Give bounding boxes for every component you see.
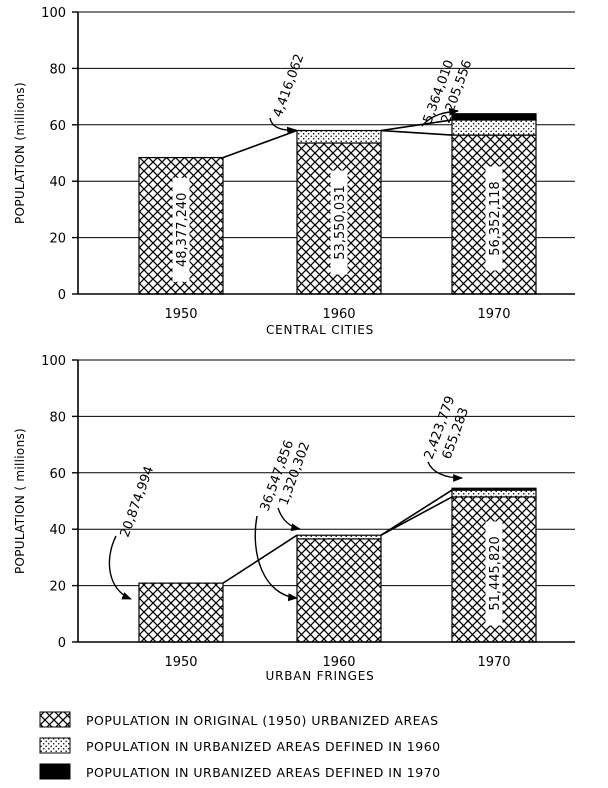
y-ticks: 0 20 40 60 80 100 (41, 6, 78, 303)
y-tick-label: 100 (41, 6, 66, 21)
y-tick-label: 80 (49, 410, 66, 425)
trend-line-total (380, 489, 453, 536)
bar-segment-original (138, 582, 224, 643)
x-tick-label: 1960 (322, 655, 355, 670)
bar-segment-1960-defined (296, 534, 382, 540)
y-tick-label: 0 (58, 288, 66, 303)
annotation-1960-added: 4,416,062 (271, 52, 308, 119)
annotation-arrow (277, 507, 301, 532)
bar-segment-1960-defined (451, 119, 537, 136)
x-tick-label: 1960 (322, 307, 355, 322)
x-tick-label: 1950 (164, 655, 197, 670)
trend-lines (222, 489, 453, 584)
x-ticks: 1950 1960 1970 (164, 307, 510, 322)
bar-label-backing (330, 170, 348, 275)
bar-value-labels: 48,377,240 53,550,031 56,352,118 (172, 166, 503, 282)
annotation-arrow (269, 117, 297, 135)
bar-value-labels: 51,445,820 (485, 521, 503, 626)
bar-label-backing (485, 166, 503, 271)
trend-line-original (380, 496, 453, 536)
trend-line-total (380, 119, 453, 132)
bar-value-label: 51,445,820 (488, 536, 503, 610)
legend-swatch-stipple (39, 737, 71, 754)
bar-label-backing (172, 177, 190, 282)
bar-segment-1960-defined (451, 489, 537, 498)
y-tick-label: 80 (49, 62, 66, 77)
annotation-1950-original: 20,874,994 (118, 464, 158, 539)
bar-segment-1970-defined (451, 487, 537, 491)
annotation-arrow (108, 535, 132, 600)
y-tick-label: 40 (49, 523, 66, 538)
legend-item-original: POPULATION IN ORIGINAL (1950) URBANIZED … (39, 711, 439, 728)
x-tick-label: 1970 (477, 307, 510, 322)
trend-line-original (380, 129, 453, 136)
legend-swatch-crosshatch (39, 711, 71, 728)
bar-value-label: 53,550,031 (333, 185, 348, 259)
legend-label: POPULATION IN URBANIZED AREAS DEFINED IN… (86, 739, 441, 754)
bar-segment-original (296, 538, 382, 643)
y-tick-label: 40 (49, 175, 66, 190)
annotation-arrow (421, 107, 459, 127)
y-tick-label: 20 (49, 232, 66, 247)
bar-segment-1970-defined (451, 113, 537, 121)
y-axis-label: POPULATION ( millions) (13, 428, 27, 574)
bar-label-backing (485, 521, 503, 626)
urban-fringes-chart: 0 20 40 60 80 100 POPULATION ( millions) 1950… (13, 354, 575, 683)
legend-swatch-solid (39, 763, 71, 780)
legend-label: POPULATION IN URBANIZED AREAS DEFINED IN… (86, 765, 441, 780)
y-tick-label: 60 (49, 467, 66, 482)
trend-line-total (222, 534, 298, 584)
legend-label: POPULATION IN ORIGINAL (1950) URBANIZED … (86, 713, 439, 728)
bars (138, 487, 537, 643)
legend: POPULATION IN ORIGINAL (1950) URBANIZED … (39, 711, 441, 780)
y-tick-label: 0 (58, 636, 66, 651)
x-tick-label: 1950 (164, 307, 197, 322)
bar-value-label: 56,352,118 (488, 181, 503, 255)
x-axis-label: URBAN FRINGES (265, 669, 374, 683)
x-ticks: 1950 1960 1970 (164, 655, 510, 670)
y-tick-label: 100 (41, 354, 66, 369)
y-tick-label: 20 (49, 580, 66, 595)
y-ticks: 0 20 40 60 80 100 (41, 354, 78, 651)
annotation-arrow (254, 515, 298, 602)
y-axis-label: POPULATION (millions) (13, 82, 27, 224)
annotation-arrow (427, 461, 463, 482)
legend-item-1970: POPULATION IN URBANIZED AREAS DEFINED IN… (39, 763, 441, 780)
bar-segment-1960-defined (296, 129, 382, 144)
x-tick-label: 1970 (477, 655, 510, 670)
bar-value-label: 48,377,240 (175, 193, 190, 267)
trend-line-total (222, 129, 298, 159)
legend-item-1960: POPULATION IN URBANIZED AREAS DEFINED IN… (39, 737, 441, 754)
x-axis-label: CENTRAL CITIES (266, 323, 374, 337)
y-tick-label: 60 (49, 119, 66, 134)
trend-lines (222, 119, 453, 159)
